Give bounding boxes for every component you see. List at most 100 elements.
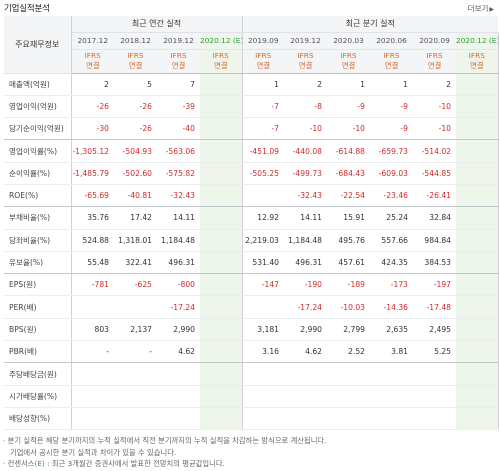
table-cell [242,362,284,386]
note-line: · 분기 실적은 해당 분기까지의 누적 실적에서 직전 분기까지의 누적 실적… [3,436,327,445]
chevron-right-icon: ▶ [489,6,494,13]
section-header: 기업실적분석 더보기▶ [0,0,500,14]
period-9: 2020.12 (E) [456,32,499,50]
table-row: 영업이익(억원) -26 -26 -39 -7 -8 -9 -9 -10 [4,95,499,119]
ifrs-bottom: 연결 [128,61,143,70]
ifrs-top: IFRS [426,51,443,60]
row-label: ROE(%) [4,184,72,208]
row-label: 순이익률(%) [4,162,72,185]
ifrs-bottom: 연결 [213,61,228,70]
table-row: 유보율(%) 55.48 322.41 496.31 531.40 496.31 457.6… [4,251,499,275]
ifrs-top: IFRS [383,51,400,60]
table-cell: 2,137 [114,318,157,342]
table-cell: 15.91 [327,206,370,230]
table-cell [200,162,243,185]
ifrs-bottom: 연결 [427,61,442,70]
table-cell: 457.61 [327,251,370,275]
financial-table: 주요재무정보 최근 연간 실적 최근 분기 실적 2017.12 2018.12 2… [4,16,499,431]
table-cell [71,362,114,386]
table-cell [456,206,499,230]
table-cell: 3.16 [242,340,284,364]
table-cell [242,385,284,408]
table-cell: -17.24 [157,295,200,319]
table-cell: -10 [413,95,456,119]
table-cell [71,407,114,431]
ifrs-label: IFRS 연결 [370,49,413,74]
table-cell: -23.46 [370,184,413,208]
ifrs-label: IFRS 연결 [242,49,284,74]
more-label: 더보기 [467,4,489,13]
table-row: 당기순이익(억원) -30 -26 -40 -7 -10 -10 -9 -10 [4,117,499,141]
table-row: PBR(배) - -4.62 3.16 4.62 2.52 3.81 5.25 [4,340,499,364]
notes: · 분기 실적은 해당 분기까지의 누적 실적에서 직전 분기까지의 누적 실적… [3,435,326,470]
table-cell: -7 [242,95,284,119]
table-cell [284,385,327,408]
table-cell [327,407,370,431]
table-cell [200,95,243,119]
table-cell: -659.73 [370,139,413,163]
group-quarter: 최근 분기 실적 [242,16,499,33]
note-line: · 컨센서스(E) : 최근 3개월간 증권사에서 발표한 전망치의 평균값입니… [3,458,326,470]
table-cell [327,385,370,408]
row-label: 당기순이익(억원) [4,117,72,141]
table-row: PER(배) -17.24 -17.24 -10.03 -14.36 -17.48 [4,295,499,319]
table-cell: 14.11 [284,206,327,230]
table-cell: 5.25 [413,340,456,364]
period-1: 2018.12 [114,32,157,50]
row-label: 영업이익(억원) [4,95,72,119]
table-cell [456,73,499,96]
table-cell: -189 [327,273,370,297]
table-cell: -26 [114,95,157,119]
row-label: 주당배당금(원) [4,362,72,386]
table-cell: -1,305.12 [71,139,114,163]
table-row: 매출액(억원) 2 5 7 1 2 1 1 2 [4,73,499,96]
table-cell: -26 [114,117,157,141]
table-cell: -781 [71,273,114,297]
table-cell: 2.52 [327,340,370,364]
period-0: 2017.12 [71,32,114,50]
table-cell: 2 [284,73,327,96]
ifrs-bottom: 연결 [256,61,271,70]
table-cell [200,206,243,230]
table-cell: -40.81 [114,184,157,208]
more-link[interactable]: 더보기▶ [468,3,494,14]
table-cell [71,295,114,319]
table-cell: -499.73 [284,162,327,185]
table-cell: 1,184.48 [157,229,200,252]
table-cell: -197 [413,273,456,297]
table-cell: 384.53 [413,251,456,275]
row-label: 유보율(%) [4,251,72,275]
table-cell: - [71,340,114,364]
ifrs-bottom: 연결 [341,61,356,70]
table-cell: -7 [242,117,284,141]
ifrs-label: IFRS 연결 [456,49,499,74]
note-text: : 최근 3개월간 증권사에서 발표한 전망치의 평균값입니다. [44,459,225,468]
table-row: 영업이익률(%) -1,305.12 -504.93 -563.06 -451.09 -4… [4,139,499,163]
row-label: 부채비율(%) [4,206,72,230]
table-cell: 2,990 [284,318,327,342]
table-cell: -26 [71,95,114,119]
table-cell: 25.24 [370,206,413,230]
note-text: · 컨센서스 [3,459,35,468]
table-cell [327,362,370,386]
row-label: PER(배) [4,295,72,319]
table-cell [200,385,243,408]
table-cell [157,407,200,431]
table-cell [114,407,157,431]
table-cell: 35.76 [71,206,114,230]
table-cell: -684.43 [327,162,370,185]
table-cell [200,184,243,208]
table-cell [456,251,499,275]
table-cell: -10 [413,117,456,141]
table-cell [456,273,499,297]
period-8: 2020.09 [413,32,456,50]
ifrs-bottom: 연결 [384,61,399,70]
ifrs-label: IFRS 연결 [200,49,243,74]
table-cell [456,229,499,252]
table-cell: 32.84 [413,206,456,230]
table-cell [456,162,499,185]
table-row: EPS(원) -781 -625 -800 -147 -190 -189 -173 -197 [4,273,499,297]
table-row: 주당배당금(원) [4,362,499,386]
table-cell: 1,318.01 [114,229,157,252]
table-cell: 524.88 [71,229,114,252]
